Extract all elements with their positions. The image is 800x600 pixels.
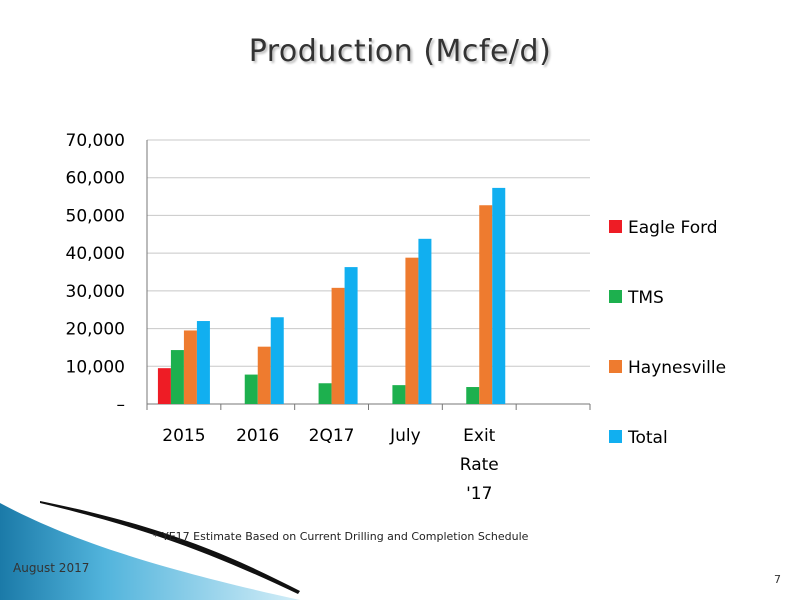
legend-label: Total	[627, 428, 668, 448]
x-tick-label: Rate	[460, 455, 499, 475]
y-tick-label: 20,000	[66, 320, 125, 340]
y-tick-label: 60,000	[66, 169, 125, 189]
bar-tms	[170, 350, 184, 404]
y-tick-label: 30,000	[66, 282, 125, 302]
footnote: * YE17 Estimate Based on Current Drillin…	[153, 530, 529, 543]
bar-total	[196, 321, 210, 404]
slide-title: Production (Mcfe/d)	[248, 34, 552, 69]
legend-label: Haynesville	[628, 358, 726, 378]
legend-label: Eagle Ford	[628, 218, 718, 238]
bar-total	[492, 187, 506, 404]
bar-haynesville	[331, 287, 345, 404]
bar-total	[344, 267, 358, 404]
bar-haynesville	[257, 346, 271, 404]
legend-swatch	[609, 220, 622, 233]
bar-tms	[244, 374, 258, 404]
bar-tms	[466, 387, 480, 404]
legend-swatch	[609, 360, 622, 373]
bar-tms	[392, 385, 406, 404]
x-tick-label: July	[389, 426, 421, 446]
y-tick-label: 10,000	[66, 357, 125, 377]
bar-tms	[318, 383, 332, 404]
legend-label: TMS	[627, 288, 664, 308]
date-label: August 2017	[13, 561, 90, 575]
x-tick-label: 2Q17	[309, 426, 355, 446]
legend-swatch	[609, 430, 622, 443]
bar-total	[270, 317, 284, 404]
legend-swatch	[609, 290, 622, 303]
bar-haynesville	[479, 205, 493, 404]
bar-haynesville	[183, 330, 197, 404]
bar-total	[418, 238, 432, 404]
bar-haynesville	[405, 257, 419, 404]
decorative-swoosh	[0, 501, 300, 600]
y-tick-label: 70,000	[66, 131, 125, 151]
y-tick-label: –	[117, 395, 126, 415]
x-tick-label: Exit	[463, 426, 496, 446]
x-tick-label: '17	[466, 484, 492, 504]
bar-eagle-ford	[157, 368, 171, 404]
x-tick-label: 2016	[236, 426, 279, 446]
x-tick-label: 2015	[162, 426, 205, 446]
y-tick-label: 50,000	[66, 206, 125, 226]
page-number: 7	[774, 573, 781, 586]
y-tick-label: 40,000	[66, 244, 125, 264]
